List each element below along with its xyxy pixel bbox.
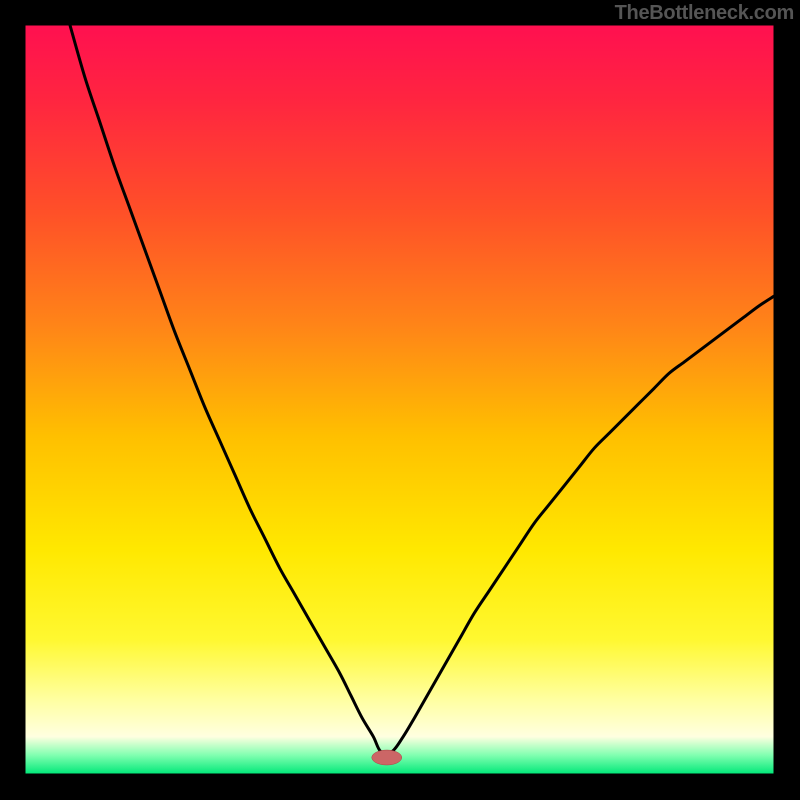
- watermark-text: TheBottleneck.com: [615, 2, 794, 25]
- plot-gradient-background: [25, 25, 774, 774]
- chart-svg: [0, 0, 800, 800]
- minimum-marker: [372, 750, 402, 765]
- bottleneck-chart: TheBottleneck.com: [0, 0, 800, 800]
